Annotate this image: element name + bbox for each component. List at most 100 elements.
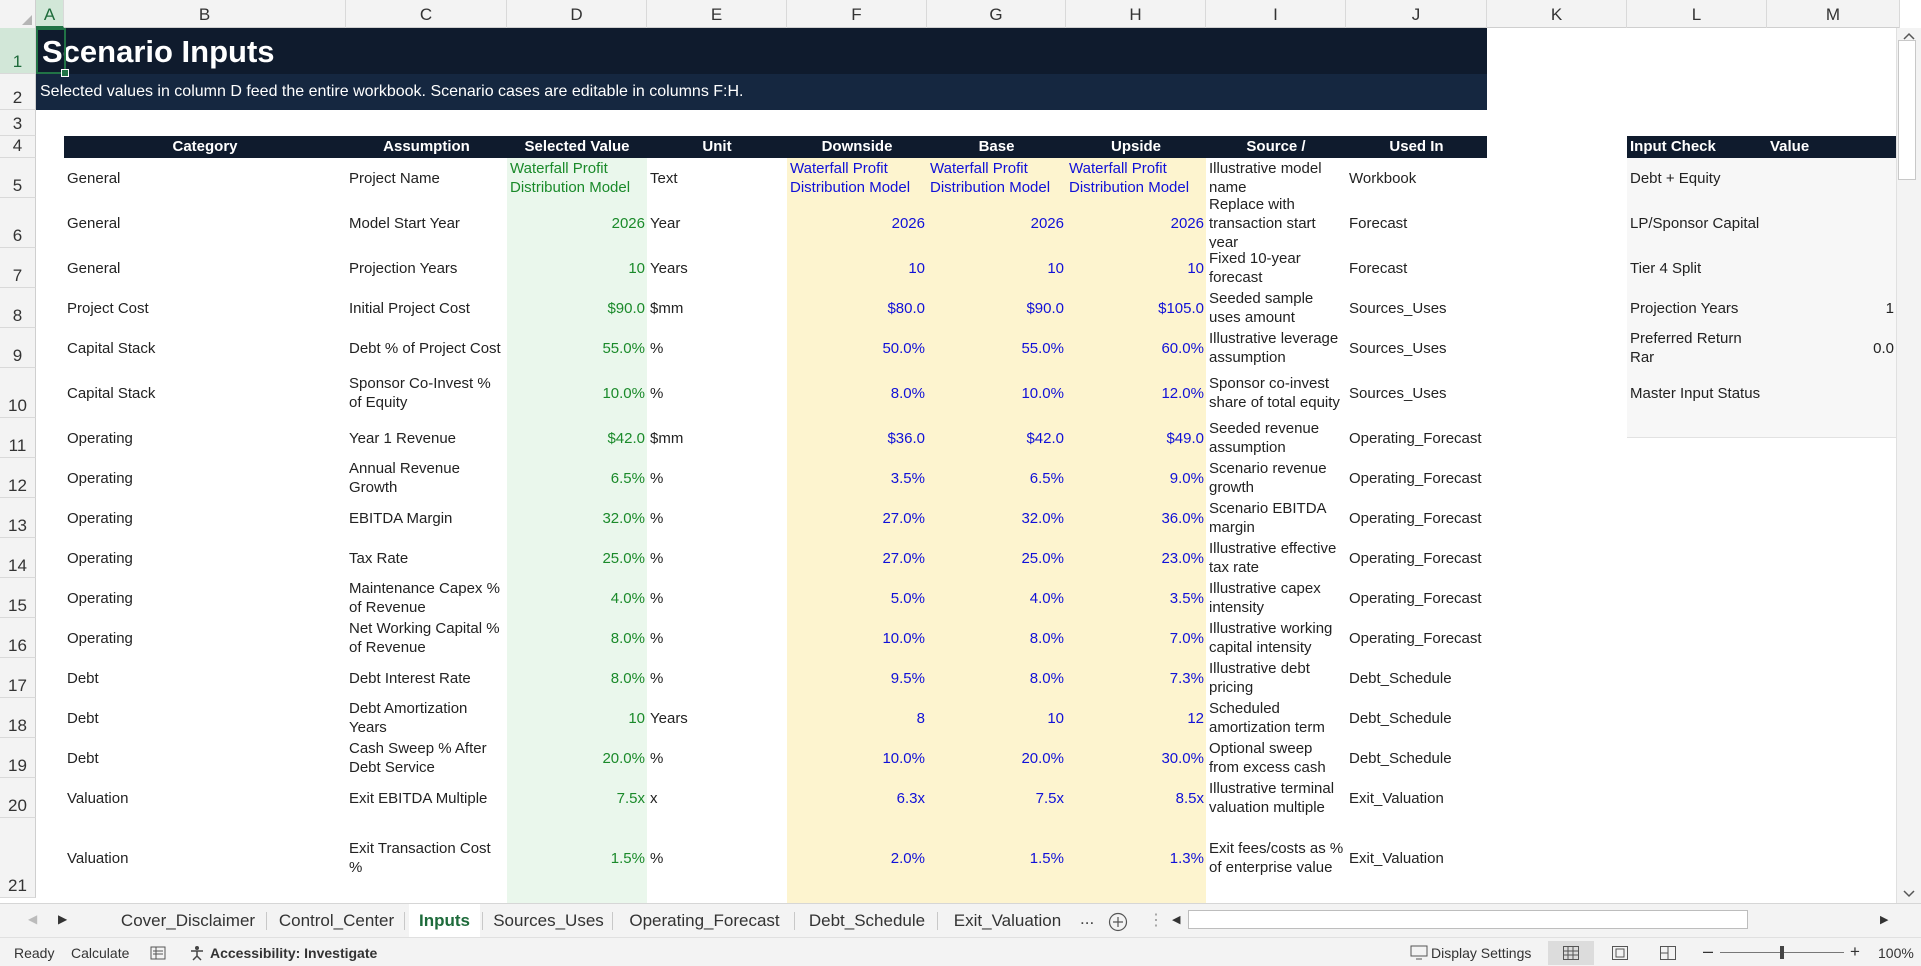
table-header-assumption[interactable]: Assumption (346, 136, 507, 158)
input-check-value[interactable] (1767, 248, 1896, 288)
input-check-value[interactable] (1767, 368, 1896, 418)
cell-assumption[interactable]: Annual Revenue Growth (349, 460, 460, 496)
cell-downside[interactable]: Waterfall Profit Distribution Model (790, 160, 911, 196)
sheet-tab-operating-forecast[interactable]: Operating_Forecast (629, 911, 780, 930)
cell-downside[interactable]: 6.3x (896, 789, 925, 807)
row-header-19[interactable]: 19 (0, 738, 36, 778)
cell-downside[interactable]: 3.5% (890, 469, 925, 487)
column-header-i[interactable]: I (1206, 0, 1346, 28)
cell-category[interactable]: Project Cost (67, 299, 149, 317)
cell-selected[interactable]: $90.0 (607, 299, 645, 317)
column-header-c[interactable]: C (346, 0, 507, 28)
cell-selected[interactable]: 6.5% (610, 469, 645, 487)
row-header-5[interactable]: 5 (0, 158, 36, 198)
page-break-preview-icon[interactable] (1660, 946, 1676, 960)
cell-selected[interactable]: 8.0% (610, 669, 645, 687)
cell-upside[interactable]: 12.0% (1161, 384, 1204, 402)
input-check-header-input-check[interactable]: Input Check (1627, 136, 1767, 158)
cell-selected[interactable]: 32.0% (602, 509, 645, 527)
sheet-tab-exit-valuation[interactable]: Exit_Valuation (953, 911, 1062, 930)
cell-base[interactable]: Waterfall Profit Distribution Model (930, 160, 1051, 196)
hscroll-left-icon[interactable]: ◀ (1172, 914, 1181, 926)
cell-unit[interactable]: Text (650, 169, 678, 187)
cell-source[interactable]: Sponsor co-invest share of total equity (1209, 375, 1340, 411)
cell-source[interactable]: Illustrative debt pricing (1209, 660, 1310, 696)
cell-upside[interactable]: 9.0% (1169, 469, 1204, 487)
cell-source[interactable]: Illustrative terminal valuation multiple (1209, 780, 1335, 816)
cell-upside[interactable]: 3.5% (1169, 589, 1204, 607)
row-header-15[interactable]: 15 (0, 578, 36, 618)
cell-unit[interactable]: Years (650, 259, 688, 277)
cell-base[interactable]: 10.0% (1021, 384, 1064, 402)
scroll-up-icon[interactable] (1903, 32, 1915, 40)
sheet-tab-cover-disclaimer[interactable]: Cover_Disclaimer (120, 911, 256, 930)
cell-upside[interactable]: 36.0% (1161, 509, 1204, 527)
cell-source[interactable]: Fixed 10-year forecast (1209, 250, 1301, 286)
column-header-h[interactable]: H (1066, 0, 1206, 28)
cell-unit[interactable]: $mm (650, 299, 684, 317)
cell-downside[interactable]: 10.0% (882, 749, 925, 767)
macro-recording-icon[interactable] (150, 946, 166, 960)
row-header-20[interactable]: 20 (0, 778, 36, 818)
cell-upside[interactable]: 1.3% (1169, 849, 1204, 867)
table-header-base[interactable]: Base (927, 136, 1066, 158)
row-header-13[interactable]: 13 (0, 498, 36, 538)
column-header-b[interactable]: B (64, 0, 346, 28)
cell-base[interactable]: 7.5x (1035, 789, 1064, 807)
zoom-level[interactable]: 100% (1878, 945, 1914, 961)
row-header-21[interactable]: 21 (0, 818, 36, 898)
cell-used[interactable]: Operating_Forecast (1349, 469, 1482, 487)
cell-unit[interactable]: % (650, 629, 664, 647)
cell-selected[interactable]: 2026 (611, 214, 645, 232)
row-header-17[interactable]: 17 (0, 658, 36, 698)
cell-downside[interactable]: $36.0 (887, 429, 925, 447)
cell-assumption[interactable]: Debt Amortization Years (349, 700, 468, 736)
cell-source[interactable]: Optional sweep from excess cash (1209, 740, 1326, 776)
row-header-1[interactable]: 1 (0, 28, 36, 74)
tab-scroll-left-icon[interactable]: ◀ (28, 912, 38, 926)
column-header-a[interactable]: A (36, 0, 64, 28)
cell-upside[interactable]: 2026 (1170, 214, 1204, 232)
cell-unit[interactable]: % (650, 509, 664, 527)
input-check-label[interactable]: Debt + Equity (1630, 169, 1721, 187)
cell-base[interactable]: 8.0% (1029, 669, 1064, 687)
table-header-used-in[interactable]: Used In (1346, 136, 1487, 158)
accessibility-status[interactable]: Accessibility: Investigate (210, 945, 378, 961)
cell-category[interactable]: General (67, 169, 121, 187)
cell-category[interactable]: Valuation (67, 849, 129, 867)
row-header-3[interactable]: 3 (0, 110, 36, 136)
cell-used[interactable]: Forecast (1349, 214, 1408, 232)
column-header-e[interactable]: E (647, 0, 787, 28)
cell-downside[interactable]: 2.0% (890, 849, 925, 867)
row-header-6[interactable]: 6 (0, 198, 36, 248)
more-tabs-button[interactable]: ... (1080, 909, 1095, 928)
cell-category[interactable]: Valuation (67, 789, 129, 807)
hscroll-right-icon[interactable]: ▶ (1880, 914, 1889, 926)
display-settings-icon[interactable] (1410, 945, 1428, 960)
cell-downside[interactable]: 10.0% (882, 629, 925, 647)
cell-downside[interactable]: 2026 (891, 214, 925, 232)
cell-selected[interactable]: Waterfall Profit Distribution Model (510, 160, 631, 196)
cell-selected[interactable]: 10.0% (602, 384, 645, 402)
cell-assumption[interactable]: Cash Sweep % After Debt Service (349, 740, 487, 776)
column-header-f[interactable]: F (787, 0, 927, 28)
row-header-9[interactable]: 9 (0, 328, 36, 368)
cell-source[interactable]: Illustrative effective tax rate (1209, 540, 1337, 576)
cell-selected[interactable]: 7.5x (616, 789, 645, 807)
input-check-label[interactable]: Tier 4 Split (1630, 259, 1702, 277)
table-header-unit[interactable]: Unit (647, 136, 787, 158)
column-header-j[interactable]: J (1346, 0, 1487, 28)
cell-downside[interactable]: 27.0% (882, 549, 925, 567)
add-sheet-icon[interactable] (1108, 912, 1128, 932)
cell-assumption[interactable]: Initial Project Cost (349, 299, 470, 317)
zoom-slider-thumb[interactable] (1780, 946, 1784, 959)
cell-assumption[interactable]: Tax Rate (349, 549, 409, 567)
cell-selected[interactable]: 20.0% (602, 749, 645, 767)
vertical-scroll-thumb[interactable] (1898, 40, 1916, 180)
input-check-value[interactable]: 0.0 (1873, 339, 1894, 357)
cell-selected[interactable]: 25.0% (602, 549, 645, 567)
row-header-2[interactable]: 2 (0, 74, 36, 110)
cell-category[interactable]: Debt (67, 669, 99, 687)
cell-used[interactable]: Exit_Valuation (1349, 789, 1444, 807)
cell-upside[interactable]: 7.0% (1169, 629, 1204, 647)
